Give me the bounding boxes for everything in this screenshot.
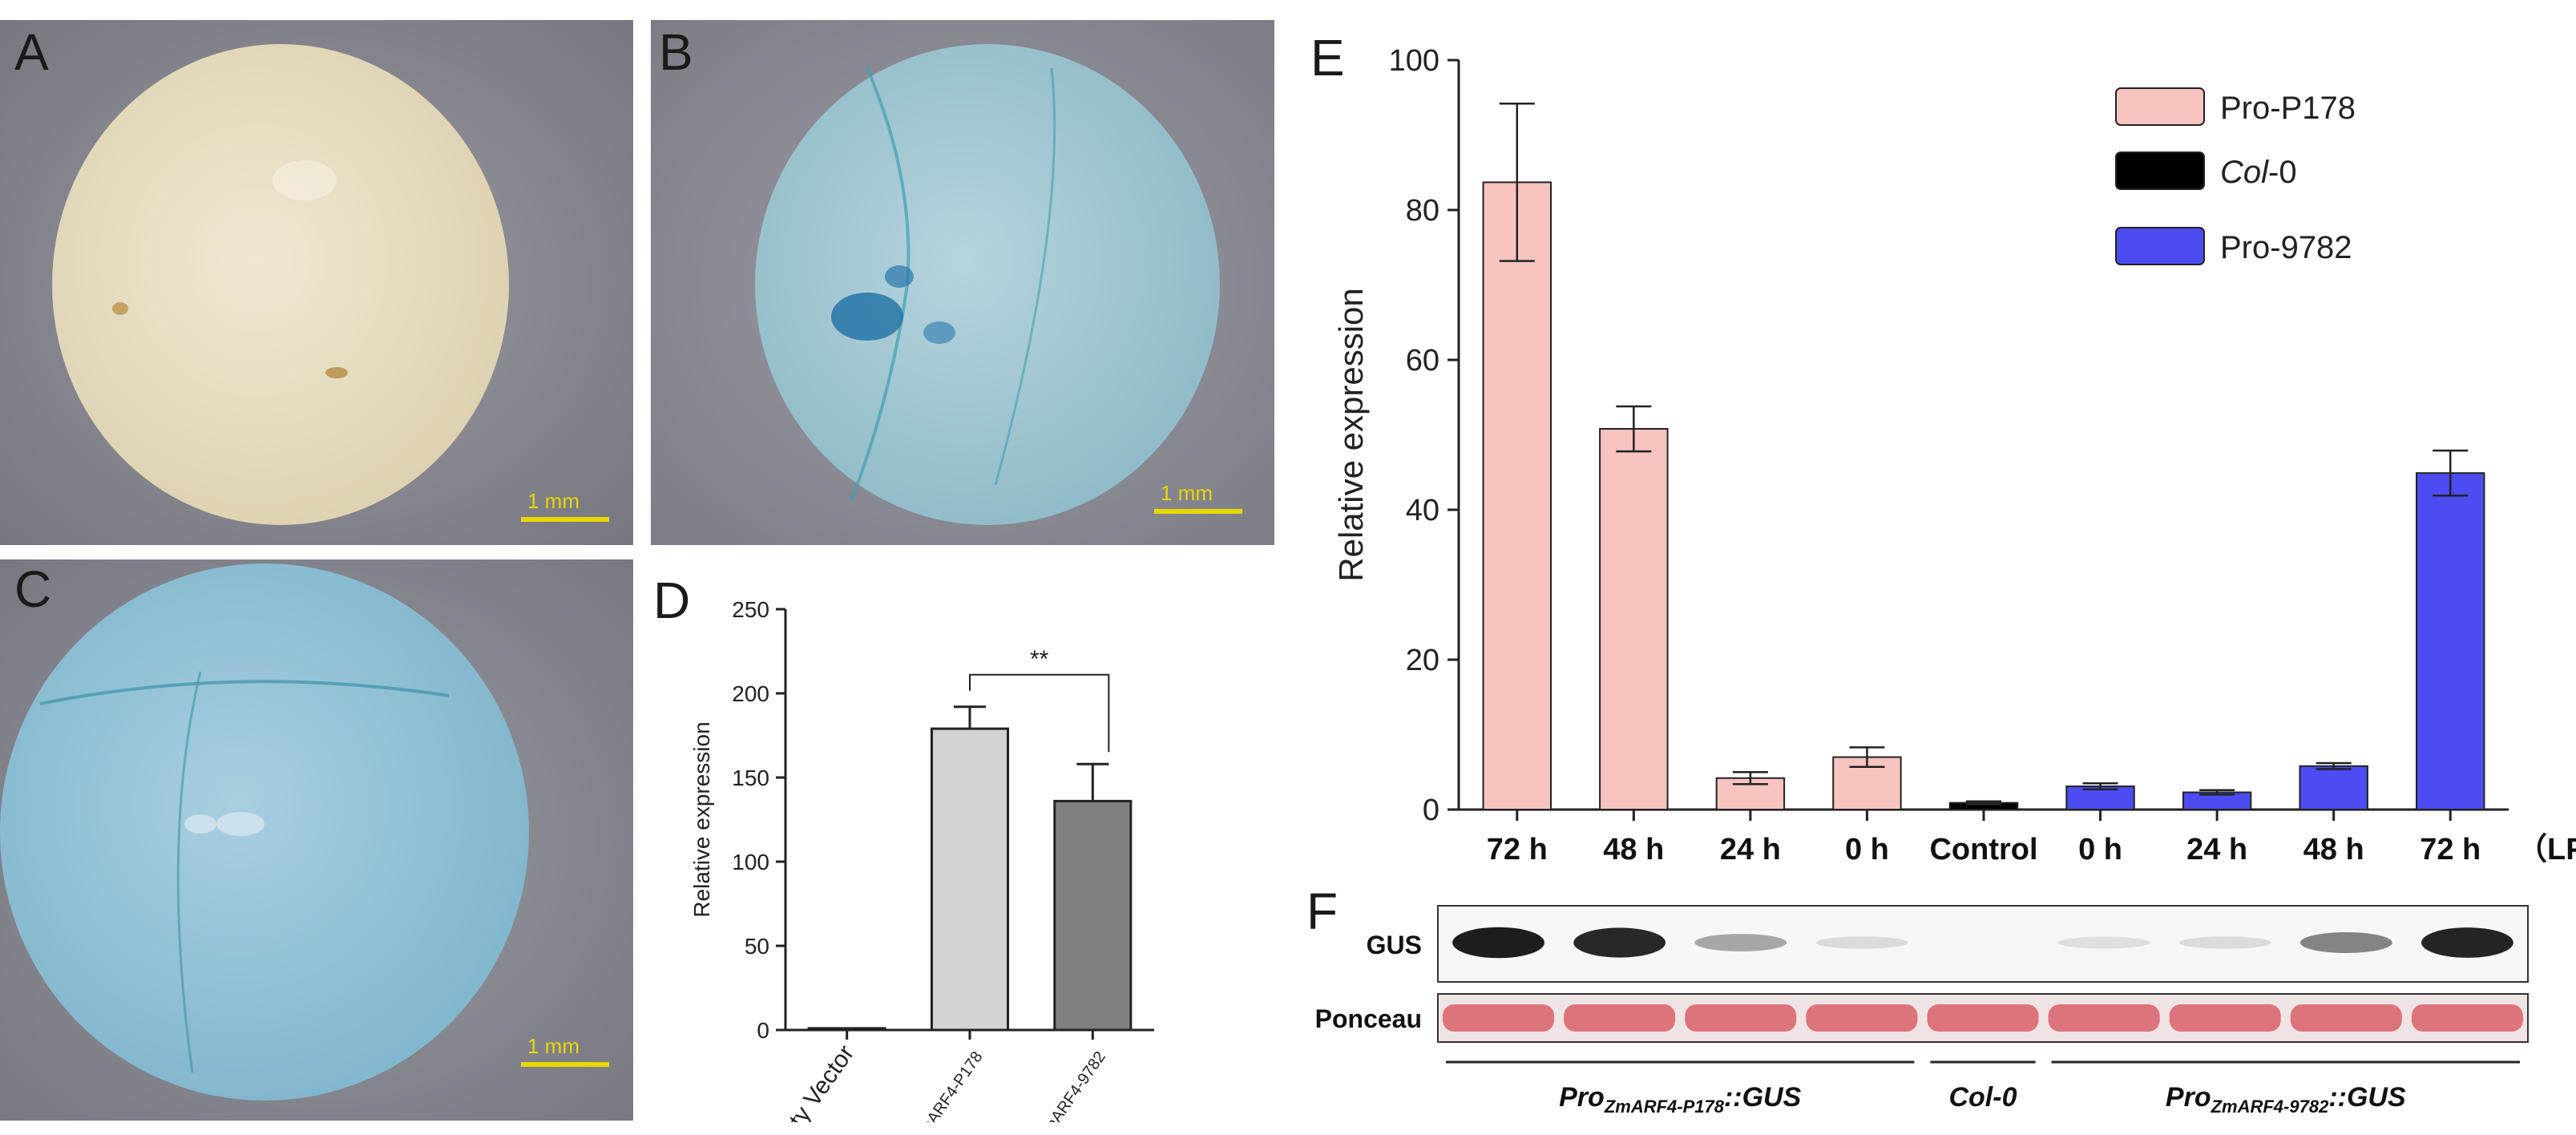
bar (930, 727, 1010, 1032)
x-tick-label: 72 h (2420, 833, 2481, 866)
bar (1482, 181, 1552, 810)
bar (2416, 472, 2485, 810)
legend-label: Pro-P178 (2220, 91, 2356, 126)
y-tick-label: 200 (732, 681, 769, 706)
photo-panel-b (651, 20, 1274, 545)
x-tick-label: 48 h (2303, 833, 2364, 866)
y-axis-label: Relative expression (1332, 288, 1370, 582)
ponceau-band (1685, 1004, 1797, 1032)
ponceau-band (2169, 1004, 2281, 1032)
scale-bar-text: 1 mm (1161, 481, 1213, 505)
gus-band (1573, 927, 1666, 958)
legend-swatch (2115, 227, 2205, 265)
ponceau-band (2290, 1004, 2402, 1032)
bar (807, 1027, 886, 1032)
scale-bar-a: 1 mm (521, 489, 609, 522)
x-tick-label: ProZmARF4-9782 (1002, 1040, 1109, 1122)
scale-bar-text: 1 mm (527, 1034, 579, 1058)
x-tick-label: 24 h (1720, 833, 1781, 866)
bar-chart-e: 0 20 40 60 80 100 Relative expression 72 h 48 h 2… (1332, 44, 2576, 866)
y-tick-label: 150 (732, 765, 769, 790)
blot-row-label: GUS (1367, 931, 1422, 959)
ponceau-band (1806, 1004, 1918, 1032)
gus-band (2057, 936, 2150, 949)
x-tick-label: 48 h (1603, 833, 1664, 866)
gus-band (1452, 927, 1544, 959)
legend-label: Pro-9782 (2220, 230, 2352, 265)
gus-band (2178, 936, 2271, 949)
y-tick-label: 0 (757, 1018, 769, 1043)
legend-swatch (2115, 151, 2205, 190)
leaf-disc (52, 44, 509, 525)
leaf-disc-image-a (0, 20, 633, 545)
scale-bar-c: 1 mm (521, 1034, 609, 1067)
y-axis-label: Relative expression (689, 721, 714, 917)
significance-bracket (969, 673, 1110, 753)
y-tick-label: 60 (1406, 344, 1439, 378)
y-tick-label: 250 (732, 597, 769, 622)
bar (2299, 765, 2368, 811)
blot-row-label: Ponceau (1315, 1004, 1422, 1033)
x-tick-label: ProZmARF4-P178 (878, 1040, 986, 1122)
y-tick-label: 80 (1406, 194, 1439, 228)
legend-swatch (2115, 87, 2205, 126)
x-tick-label: Empty Vector (756, 1040, 859, 1122)
legend-label: Col-0 (2220, 155, 2297, 190)
y-tick-label: 50 (745, 934, 769, 959)
group-label: ProZmARF4-9782::GUS (2166, 1082, 2406, 1117)
y-tick-label: 40 (1406, 494, 1439, 527)
bar (1599, 428, 1669, 811)
x-tick-label: Control (1929, 833, 2037, 866)
scale-bar-b: 1 mm (1154, 481, 1242, 514)
photo-panel-c (0, 559, 633, 1121)
x-tick-label: 0 h (1845, 833, 1889, 866)
bar (1053, 799, 1133, 1032)
gus-band (2421, 927, 2513, 958)
panel-label-d: D (653, 572, 691, 629)
y-tick-label: 20 (1406, 644, 1439, 677)
x-axis-suffix: （LP treated） (2517, 833, 2576, 866)
significance-label: ** (1030, 646, 1049, 673)
gus-band (1815, 936, 1908, 949)
photo-panel-a (0, 20, 633, 545)
y-tick-label: 100 (732, 850, 769, 874)
ponceau-band (1564, 1004, 1676, 1032)
x-tick-label: 24 h (2186, 833, 2247, 866)
panel-label-c: C (14, 560, 52, 618)
gus-band (2299, 932, 2392, 953)
gus-band (1694, 934, 1787, 951)
x-tick-label: 72 h (1487, 833, 1548, 866)
panel-label-f: F (1306, 883, 1338, 940)
panel-label-b: B (659, 23, 693, 81)
x-tick-label: 0 h (2078, 833, 2122, 866)
group-label: Col-0 (1948, 1082, 2017, 1113)
y-tick-label: 0 (1423, 794, 1439, 827)
group-label: ProZmARF4-P178::GUS (1559, 1082, 1801, 1117)
scale-bar-text: 1 mm (527, 489, 579, 513)
leaf-disc-image-c (0, 559, 633, 1121)
panel-label-a: A (14, 23, 49, 81)
ponceau-band (2048, 1004, 2160, 1032)
ponceau-band (1927, 1004, 2039, 1032)
y-tick-label: 100 (1389, 44, 1439, 78)
bar-chart-d: 0 50 100 150 200 250 Relative expression Empty … (689, 597, 1154, 1122)
ponceau-band (1443, 1004, 1555, 1032)
ponceau-band (2411, 1004, 2523, 1032)
panel-label-e: E (1310, 29, 1345, 87)
leaf-disc-image-b (651, 20, 1274, 545)
